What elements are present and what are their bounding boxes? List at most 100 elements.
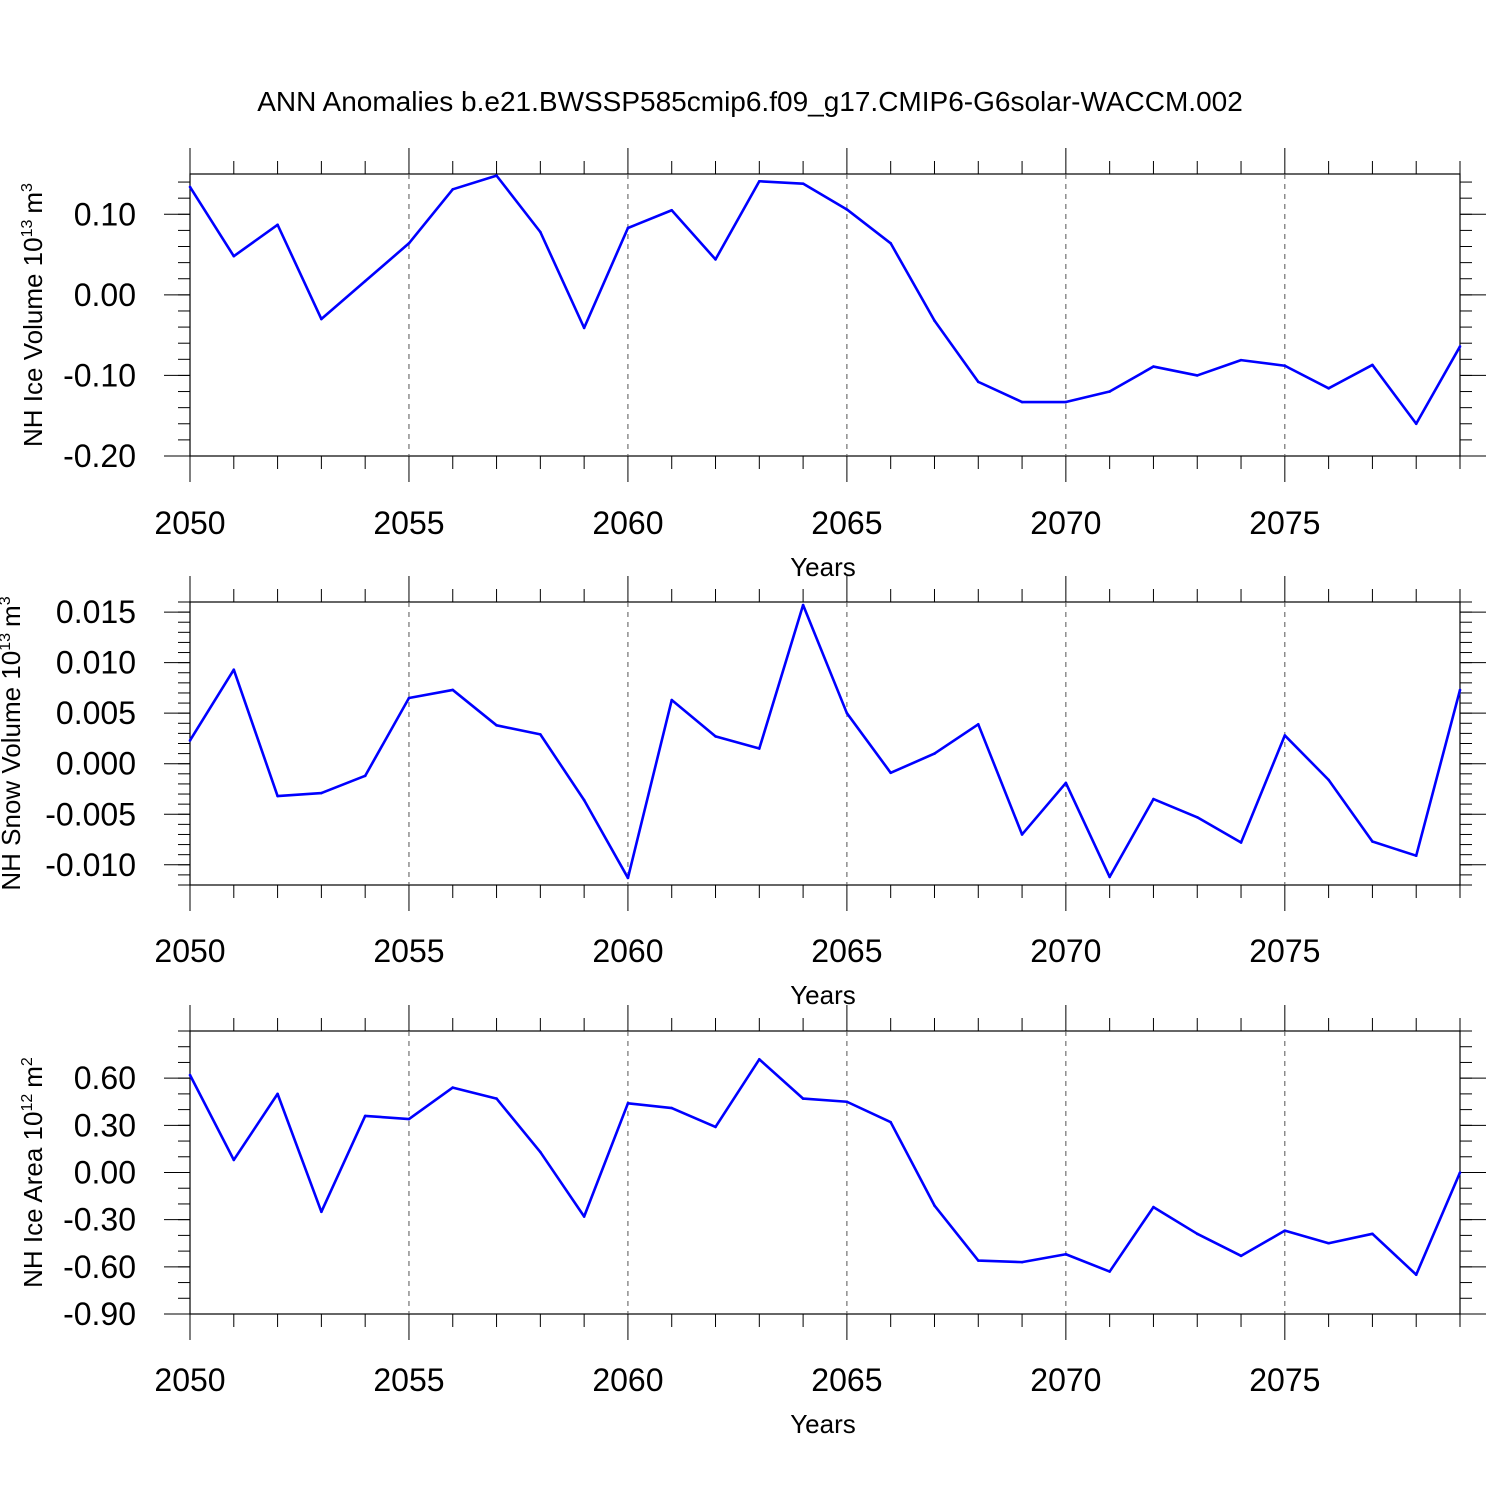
data-point [363,279,367,283]
data-point [539,230,542,234]
data-point [1195,1232,1199,1236]
panel-1: 0.10 0.00 -0.10 -0.20 2050 2055 2060 2065 2070 20… [18,148,1486,582]
data-point [276,794,279,798]
panel-2: 0.015 0.010 0.005 0.000 -0.005 -0.010 2050 2055… [0,576,1486,1010]
data-point [407,241,411,245]
x-tick-label: 2075 [1249,1362,1320,1398]
data-point [714,735,717,738]
data-point [1195,374,1199,377]
data-point [451,688,455,692]
data-point [582,326,586,330]
data-point [1283,734,1287,737]
x-tick-label: 2060 [592,1362,663,1398]
data-point [1152,365,1155,368]
x-tick-label: 2060 [592,505,663,541]
data-point [232,668,236,672]
data-point [188,1073,192,1077]
y-axis-label-part: m [18,192,48,214]
data-point [1371,840,1374,843]
y-tick-label: -0.005 [45,796,136,832]
data-point [670,1106,674,1110]
data-point [320,791,323,795]
data-point [539,1150,542,1154]
data-point [801,603,805,607]
data-point [845,1100,849,1104]
data-point [1152,1205,1155,1209]
y-axis-label-part: NH Snow Volume 10 [0,651,26,891]
y-axis-label-superscript: 3 [0,596,14,605]
y-tick-label: -0.90 [63,1296,136,1332]
data-point [976,1259,980,1262]
data-point [276,1092,279,1096]
data-point [933,1204,936,1207]
data-point [363,774,367,778]
panel-3: 0.60 0.30 0.00 -0.30 -0.60 -0.90 2050 2055 2060 2… [18,1005,1486,1439]
x-tick-label: 2075 [1249,933,1320,969]
data-point [1108,1270,1111,1273]
x-tick-label: 2070 [1030,1362,1101,1398]
x-axis-label: Years [790,552,856,582]
data-point [495,174,498,177]
data-point [933,752,936,755]
y-tick-label: -0.30 [63,1202,136,1238]
y-tick-label: 0.005 [56,695,136,731]
data-point [670,208,674,212]
y-axis-label-superscript: 2 [19,1057,36,1066]
data-point [714,258,717,261]
data-point [1064,400,1068,404]
y-tick-label: 0.30 [74,1107,136,1143]
data-point [539,733,542,736]
data-point [1371,363,1374,367]
y-tick-label: 0.000 [56,746,136,782]
data-point [1020,400,1024,404]
data-point [1458,688,1462,692]
y-axis-label-superscript: 3 [19,183,36,192]
data-point [626,876,630,880]
y-axis-label: NH Snow Volume 1013 m3 [0,596,26,890]
y-tick-label: 0.10 [74,196,136,232]
data-point [1064,781,1068,785]
series-line [188,1058,1462,1276]
data-point [276,223,279,227]
x-tick-label: 2055 [373,1362,444,1398]
data-point [1458,1171,1462,1174]
data-point [451,1086,455,1089]
chart-title: ANN Anomalies b.e21.BWSSP585cmip6.f09_g1… [257,86,1243,117]
data-point [1239,1254,1243,1258]
x-tick-label: 2050 [154,933,225,969]
x-tick-label: 2065 [811,1362,882,1398]
data-point [188,185,192,189]
series-line [188,174,1462,426]
data-point [889,1120,892,1124]
data-point [188,739,192,742]
y-axis-label-part: NH Ice Area 10 [18,1112,48,1288]
data-point [1371,1232,1374,1236]
x-tick-label: 2055 [373,505,444,541]
data-point [1327,1241,1330,1245]
plot-frame [189,173,1461,457]
y-axis-label-part: m [18,1066,48,1088]
data-point [1108,875,1111,879]
data-point [495,724,498,727]
x-tick-label: 2050 [154,1362,225,1398]
data-point [1283,364,1287,368]
data-point [976,380,980,384]
data-point [495,1097,498,1100]
data-point [407,1117,411,1121]
y-tick-label: -0.60 [63,1249,136,1285]
data-point [1327,387,1330,390]
x-axis-label: Years [790,980,856,1010]
y-axis-label: NH Ice Area 1012 m2 [18,1057,48,1288]
data-point [582,798,586,802]
x-tick-label: 2050 [154,505,225,541]
y-tick-label: 0.60 [74,1060,136,1096]
data-point [801,1097,805,1100]
plot-frame [189,601,1461,886]
data-point [889,241,892,245]
y-tick-label: -0.10 [63,357,136,393]
data-point [1414,422,1418,426]
x-axis-label: Years [790,1409,856,1439]
data-point [363,1114,367,1118]
data-point [1414,1273,1418,1276]
data-point [407,696,411,700]
